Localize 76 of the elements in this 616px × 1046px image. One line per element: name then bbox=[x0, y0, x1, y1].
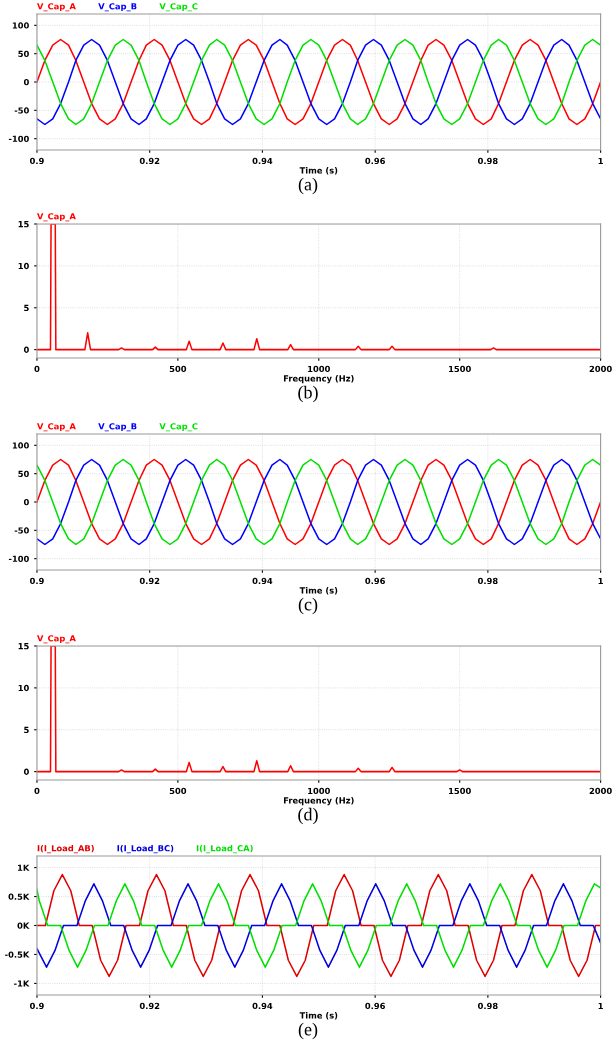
y-tick-label: -100 bbox=[8, 135, 29, 142]
text: V_Cap_A bbox=[37, 3, 76, 12]
x-tick-label: 2000 bbox=[589, 365, 612, 373]
x-axis-title: Frequency (Hz) bbox=[283, 797, 354, 806]
series-label: V_Cap_A bbox=[37, 213, 76, 222]
line-series bbox=[36, 458, 601, 546]
x-tick-label: 1 bbox=[598, 577, 603, 584]
x-tick-label: 0.94 bbox=[252, 577, 273, 585]
x-tick-label: 0.98 bbox=[477, 577, 498, 585]
x-tick-label: 1000 bbox=[308, 365, 330, 373]
y-tick-label: 0 bbox=[23, 346, 29, 353]
x-tick-label: 1 bbox=[598, 1002, 603, 1009]
y-tick-label: 100 bbox=[12, 442, 29, 449]
x-tick-label: 0.94 bbox=[252, 157, 273, 165]
x-tick-label: 0.92 bbox=[139, 1002, 160, 1010]
y-tick-label: 0 bbox=[23, 768, 29, 775]
line-series bbox=[36, 873, 601, 978]
x-tick-label: 0.92 bbox=[139, 157, 160, 165]
y-tick-label: 0.5K bbox=[8, 893, 30, 900]
x-axis-title: Frequency (Hz) bbox=[283, 375, 354, 384]
text: I(I_Load_CA) bbox=[196, 844, 253, 854]
x-axis-title: Time (s) bbox=[299, 1012, 338, 1020]
y-tick-label: 50 bbox=[18, 470, 29, 477]
text: V_Cap_B bbox=[98, 423, 137, 432]
x-tick-label: 0.96 bbox=[365, 1002, 385, 1010]
y-tick-label: 5 bbox=[24, 304, 29, 312]
x-tick-label: 0.9 bbox=[29, 1002, 44, 1010]
x-tick-label: 0.9 bbox=[29, 577, 44, 585]
x-tick-label: 0 bbox=[34, 787, 40, 795]
x-tick-label: 0.92 bbox=[139, 577, 160, 585]
text: (d) bbox=[298, 807, 318, 825]
x-tick-label: 2000 bbox=[589, 787, 612, 795]
x-tick-label: 1500 bbox=[449, 787, 471, 795]
y-tick-label: 0 bbox=[23, 78, 29, 86]
text: I(I_Load_AB) bbox=[37, 844, 94, 854]
x-tick-label: 0.9 bbox=[29, 157, 44, 165]
y-tick-label: -50 bbox=[14, 107, 29, 114]
x-axis-title: Time (s) bbox=[299, 167, 338, 175]
x-tick-label: 1000 bbox=[308, 787, 330, 795]
x-axis-title: Time (s) bbox=[299, 587, 338, 595]
x-tick-label: 0.96 bbox=[365, 157, 385, 165]
text: V_Cap_B bbox=[98, 3, 137, 12]
y-tick-label: 0K bbox=[17, 922, 30, 929]
y-tick-label: -100 bbox=[8, 555, 29, 562]
series-label: V_Cap_A bbox=[37, 635, 76, 644]
line-series bbox=[36, 883, 601, 968]
y-tick-label: 15 bbox=[18, 643, 29, 650]
text: (b) bbox=[298, 385, 318, 403]
x-tick-label: 0.96 bbox=[365, 577, 385, 585]
y-tick-label: 100 bbox=[12, 22, 29, 29]
text: (e) bbox=[298, 1022, 318, 1040]
y-tick-label: 15 bbox=[18, 221, 29, 228]
x-tick-label: 1500 bbox=[449, 365, 471, 373]
text: V_Cap_C bbox=[159, 423, 198, 432]
x-tick-label: 500 bbox=[169, 787, 187, 795]
text: (c) bbox=[298, 597, 318, 615]
line-series bbox=[36, 38, 601, 126]
x-tick-label: 0.94 bbox=[252, 1002, 273, 1010]
x-tick-label: 0.98 bbox=[477, 1002, 498, 1010]
y-tick-label: 0 bbox=[23, 498, 29, 506]
y-tick-label: 1K bbox=[18, 864, 30, 871]
y-tick-label: -0.5K bbox=[5, 951, 30, 958]
y-tick-label: -1K bbox=[14, 980, 30, 987]
y-tick-label: 10 bbox=[18, 262, 29, 270]
y-tick-label: 50 bbox=[18, 50, 29, 57]
x-tick-label: 0 bbox=[34, 365, 40, 373]
text: V_Cap_C bbox=[159, 3, 198, 12]
text: V_Cap_A bbox=[37, 423, 76, 432]
x-tick-label: 500 bbox=[169, 365, 187, 373]
y-tick-label: -50 bbox=[14, 527, 29, 534]
y-tick-label: 5 bbox=[24, 726, 29, 734]
x-tick-label: 1 bbox=[598, 157, 603, 164]
x-tick-label: 0.98 bbox=[477, 157, 498, 165]
text: (a) bbox=[298, 177, 318, 195]
text: I(I_Load_BC) bbox=[117, 844, 174, 854]
y-tick-label: 10 bbox=[18, 684, 29, 692]
